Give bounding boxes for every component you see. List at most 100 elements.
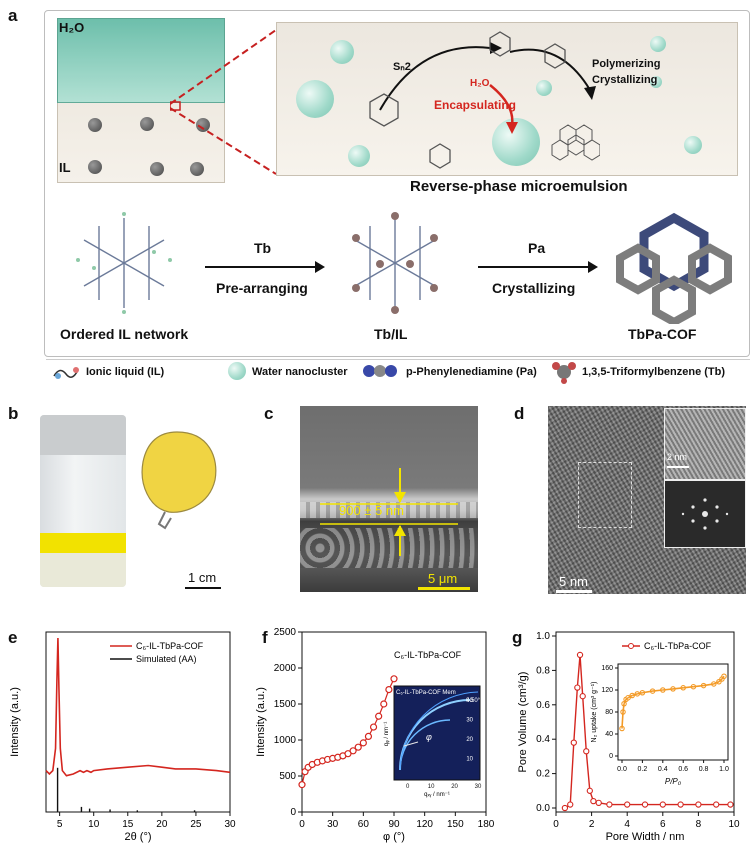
zoom-lines <box>170 29 277 175</box>
tb-label: Tb <box>254 240 272 256</box>
chart-f-point <box>359 739 367 747</box>
chart-g-frame <box>555 631 735 813</box>
membrane-photo <box>137 428 219 532</box>
inset-g-line <box>642 690 653 694</box>
water-phase <box>57 18 225 103</box>
chart-g-point <box>677 801 684 808</box>
tb-legend-icon <box>550 360 578 384</box>
chart-g-xtick-label: 8 <box>696 819 702 830</box>
molecule-icon <box>196 118 210 132</box>
chart-g-xtick-label: 6 <box>660 819 666 830</box>
arrow-crystallizing <box>478 261 598 273</box>
chart-f-xlabel: φ (°) <box>383 831 405 843</box>
chart-g-point <box>561 804 569 812</box>
chart-e-xtick-label: 5 <box>57 819 63 830</box>
chart-f-ytick-label: 2500 <box>274 627 297 638</box>
chart-g-point <box>586 787 593 794</box>
inset-g-ytick-label: 80 <box>605 709 613 716</box>
pa-label: Pa <box>528 240 546 256</box>
ordered-il-label: Ordered IL network <box>60 326 189 342</box>
chart-e: 5 10 15 20 25 30 C₆-IL-TbPa-COF Simulated (AA… <box>9 631 236 843</box>
inset-g-line <box>721 675 725 680</box>
molecule-icon <box>88 118 102 132</box>
molecule-icon <box>150 162 164 176</box>
chart-f-point <box>369 723 378 731</box>
inset-g-ytick-label: 0 <box>609 753 613 760</box>
chart-f-ytick-label: 2000 <box>274 663 297 674</box>
chart-f-point <box>364 732 373 741</box>
inset-g-line <box>625 697 629 700</box>
inset-g-line <box>622 703 625 713</box>
chart-g-point <box>659 801 666 808</box>
chart-g-xtick-label: 10 <box>728 819 740 830</box>
scale-bar-b <box>185 587 221 589</box>
panel-letter-g: g <box>512 628 523 647</box>
chart-e-xtick-label: 10 <box>88 819 100 830</box>
chart-f-xtick-label: 90 <box>388 819 400 830</box>
chart-g-xtick-label: 2 <box>589 819 595 830</box>
inset-g-xtick-label: 1.0 <box>719 766 729 773</box>
chart-e-xtick-label: 25 <box>190 819 202 830</box>
thickness-label: 900 ± 5 nm <box>339 503 404 518</box>
tem-inset <box>664 408 746 480</box>
inset-g-line <box>623 699 627 705</box>
chart-f-xtick-label: 0 <box>299 819 305 830</box>
chart-f-xtick-label: 60 <box>358 819 370 830</box>
chart-f-title: C₆-IL-TbPa-COF <box>394 650 462 660</box>
chart-f-xtick-label: 150 <box>447 819 464 830</box>
inset-angle: 0.50° <box>466 698 481 704</box>
chart-g-point <box>590 797 597 805</box>
chart-f: 0 30 60 90 120 150 180 0 500 1000 1500 2000 2500 C₆-… <box>255 627 495 843</box>
inset-g-line <box>627 694 633 699</box>
crystallizing-top-label: Crystallizing <box>592 74 658 86</box>
chart-g-xtick-label: 4 <box>624 819 630 830</box>
inset-xtick-label: 10 <box>428 784 435 790</box>
inset-g-xlabel: P/P₀ <box>665 777 682 786</box>
panel-letter-d: d <box>514 404 525 423</box>
panel-letter-e: e <box>8 628 18 647</box>
h2o-label: H₂O <box>59 20 85 35</box>
chart-g-ytick-label: 0.8 <box>536 665 550 676</box>
chart-f-xtick-label: 30 <box>327 819 339 830</box>
inset-g-line <box>693 684 704 688</box>
chart-f-ytick-label: 500 <box>279 771 296 782</box>
chart-g-point <box>624 801 631 808</box>
chart-f-line <box>301 678 395 785</box>
pre-arranging-label: Pre-arranging <box>216 280 308 296</box>
panel-letter-b: b <box>8 404 19 423</box>
ionic-liquid-icon <box>52 364 82 380</box>
inset-ytick-label: 30 <box>466 717 473 723</box>
inset-xlabel: qₓᵧ / nm⁻¹ <box>424 792 450 798</box>
inset-g-line <box>631 693 638 697</box>
chart-f-point <box>390 675 398 683</box>
vial-photo <box>40 415 126 587</box>
tbpa-cof-icon <box>616 212 732 324</box>
chart-g-point <box>641 801 649 808</box>
tbpa-cof-label: TbPa-COF <box>628 326 697 342</box>
inset-g-line <box>718 678 723 683</box>
chart-f-ytick-label: 0 <box>290 807 296 818</box>
inset-phi: φ <box>426 732 432 742</box>
il-label: IL <box>59 160 71 175</box>
chart-f-inset: C₆-IL-TbPa-COF Mem 0.50° φ 0 10 20 30 10 20 30… <box>384 685 482 798</box>
chart-g-ytick-label: 1.0 <box>536 631 550 642</box>
water-nanocluster-icon <box>296 80 334 118</box>
thickness-annotation <box>320 468 458 556</box>
inset-g-line <box>662 688 674 691</box>
chart-f-xtick-label: 120 <box>416 819 433 830</box>
panel-letter-c: c <box>264 404 274 423</box>
inset-g-line <box>713 681 720 685</box>
molecule-icon <box>88 160 102 174</box>
chart-g-point <box>606 801 613 808</box>
chart-f-ylabel: Intensity (a.u.) <box>255 687 267 757</box>
chart-g-ylabel: Pore Volume (cm³/g) <box>517 672 529 773</box>
inset-g-line <box>652 689 663 692</box>
scale-label-b: 1 cm <box>188 570 217 585</box>
scale-bar-c <box>418 587 470 590</box>
chart-e-series-cof <box>45 637 231 777</box>
legend-g-marker <box>628 643 634 649</box>
inset-xtick-label: 30 <box>475 784 482 790</box>
inset-g-ytick-label: 160 <box>601 665 613 672</box>
scale-label-d: 5 nm <box>559 574 588 589</box>
h2o-reagent-label: H₂O <box>470 78 490 89</box>
